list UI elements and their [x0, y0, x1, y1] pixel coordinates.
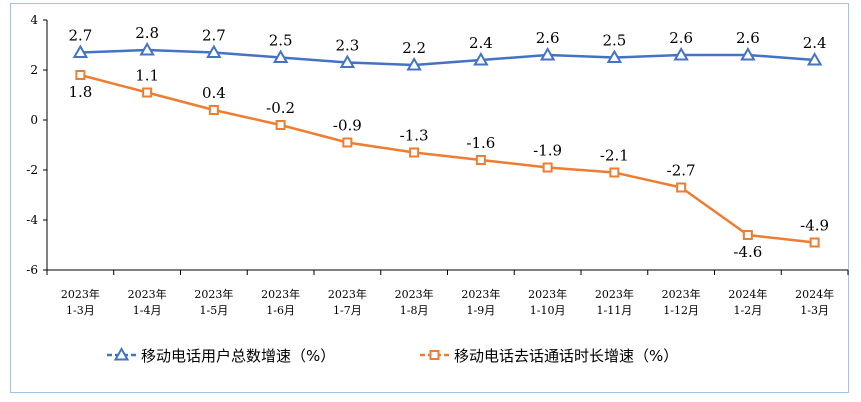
- data-point-marker: [742, 230, 753, 240]
- series-line: [80, 48, 815, 67]
- series-layer: 2.7 2.8 2.7 2.5 2.3 2.2 2.4 2.6 2.5 2.6 2.6 2.41.81…: [68, 24, 829, 261]
- legend-entry-2: 移动电话去话通话时长增速（%）: [420, 347, 678, 365]
- legend-entry-1: 移动电话用户总数增速（%）: [107, 346, 335, 365]
- data-point-marker: [539, 46, 556, 61]
- data-label: -0.9: [333, 117, 362, 135]
- y-tick-label: -4: [26, 213, 38, 227]
- x-tick-label-year: 2023年: [261, 287, 300, 301]
- y-axis-ticks: 4 2 0 -2 -4 -6: [26, 13, 47, 277]
- x-tick-label-period: 1-9月: [467, 304, 496, 317]
- data-label: 0.4: [202, 84, 226, 102]
- y-tick-label: -6: [26, 263, 38, 277]
- data-point-marker: [475, 155, 486, 165]
- x-tick-label-year: 2023年: [61, 287, 100, 301]
- data-point-marker: [809, 237, 820, 248]
- data-point-marker: [609, 167, 620, 178]
- data-label: -0.2: [266, 99, 295, 117]
- x-tick-label-period: 1-11月: [597, 304, 633, 317]
- data-point-marker: [673, 46, 689, 61]
- x-tick-label-year: 2024年: [728, 287, 767, 301]
- x-tick-label-period: 1-3月: [800, 304, 829, 317]
- data-point-marker: [342, 137, 353, 148]
- legend-label: 移动电话用户总数增速（%）: [141, 347, 335, 365]
- x-tick-label-year: 2023年: [461, 287, 500, 301]
- y-tick-label: 0: [30, 113, 38, 127]
- data-point-marker: [409, 147, 420, 158]
- data-point-marker: [206, 44, 222, 58]
- legend-triangle-icon: [113, 346, 130, 361]
- data-point-marker: [740, 46, 756, 61]
- series-1: 2.7 2.8 2.7 2.5 2.3 2.2 2.4 2.6 2.5 2.6 2.6 2.4: [68, 24, 827, 71]
- legend: 移动电话用户总数增速（%） 移动电话去话通话时长增速（%）: [107, 346, 678, 365]
- legend-square-icon: [429, 350, 440, 360]
- y-tick-label: 4: [30, 13, 38, 27]
- x-tick-label-year: 2023年: [595, 287, 634, 301]
- x-tick-label-year: 2023年: [328, 287, 367, 301]
- data-label: -4.6: [733, 243, 762, 261]
- data-label: 2.3: [335, 37, 359, 55]
- x-axis-ticks: 2023年 1-3月 2023年 1-4月 2023年 1-5月 2023年 1-6月 2023…: [46, 270, 849, 317]
- data-label: 2.5: [269, 32, 293, 50]
- data-point-marker: [473, 51, 489, 66]
- y-tick-label: -2: [26, 163, 38, 177]
- x-tick-label-year: 2024年: [795, 287, 834, 301]
- data-label: 2.6: [736, 29, 760, 47]
- data-label: -1.6: [466, 134, 495, 152]
- data-point-marker: [75, 70, 86, 80]
- data-point-marker: [142, 87, 153, 98]
- data-label: -2.7: [667, 162, 696, 180]
- data-point-marker: [406, 56, 422, 71]
- data-point-marker: [139, 41, 155, 56]
- data-point-marker: [72, 44, 89, 58]
- data-label: -4.9: [800, 217, 829, 235]
- x-tick-label-period: 1-3月: [66, 304, 95, 317]
- data-label: 1.8: [68, 83, 92, 101]
- data-point-marker: [606, 49, 623, 63]
- data-label: 2.7: [68, 27, 92, 45]
- chart-frame: [10, 3, 849, 393]
- x-tick-label-year: 2023年: [662, 287, 701, 301]
- x-tick-label-period: 1-4月: [133, 304, 162, 317]
- x-tick-label-period: 1-10月: [530, 304, 566, 317]
- data-label: 2.6: [669, 29, 693, 47]
- data-label: 2.5: [602, 32, 626, 50]
- data-label: 2.6: [536, 29, 560, 47]
- data-label: 2.4: [803, 34, 827, 52]
- x-tick-label-period: 1-12月: [663, 304, 699, 317]
- x-tick-label-period: 1-7月: [333, 304, 362, 317]
- x-tick-label-period: 1-6月: [266, 304, 295, 317]
- data-point-marker: [676, 182, 687, 193]
- x-tick-label-year: 2023年: [128, 287, 167, 301]
- data-label: 1.1: [135, 67, 159, 85]
- data-label: -1.3: [400, 127, 429, 145]
- data-label: -2.1: [600, 147, 629, 165]
- x-tick-label-period: 1-2月: [734, 304, 763, 317]
- x-tick-label-period: 1-8月: [400, 304, 429, 317]
- data-label: 2.7: [202, 27, 226, 45]
- y-tick-label: 2: [30, 63, 38, 77]
- data-label: -1.9: [533, 142, 562, 160]
- data-point-marker: [208, 105, 219, 115]
- axes: [46, 20, 848, 271]
- data-point-marker: [806, 51, 823, 66]
- x-tick-label-period: 1-5月: [200, 304, 229, 317]
- series-2: 1.8 1.1 0.4 -0.2 -0.9 -1.3 -1.6 -1.9 -2.1 -2.7 -4.…: [68, 67, 829, 262]
- data-point-marker: [275, 120, 286, 130]
- data-point-marker: [542, 162, 553, 173]
- x-tick-label-year: 2023年: [194, 287, 233, 301]
- data-label: 2.2: [402, 39, 426, 57]
- series-line: [80, 73, 815, 244]
- data-label: 2.4: [469, 34, 493, 52]
- data-point-marker: [339, 54, 356, 68]
- data-label: 2.8: [135, 24, 159, 42]
- data-point-marker: [272, 49, 289, 63]
- x-tick-label-year: 2023年: [528, 287, 567, 301]
- legend-label: 移动电话去话通话时长增速（%）: [454, 347, 678, 365]
- x-tick-label-year: 2023年: [395, 287, 434, 301]
